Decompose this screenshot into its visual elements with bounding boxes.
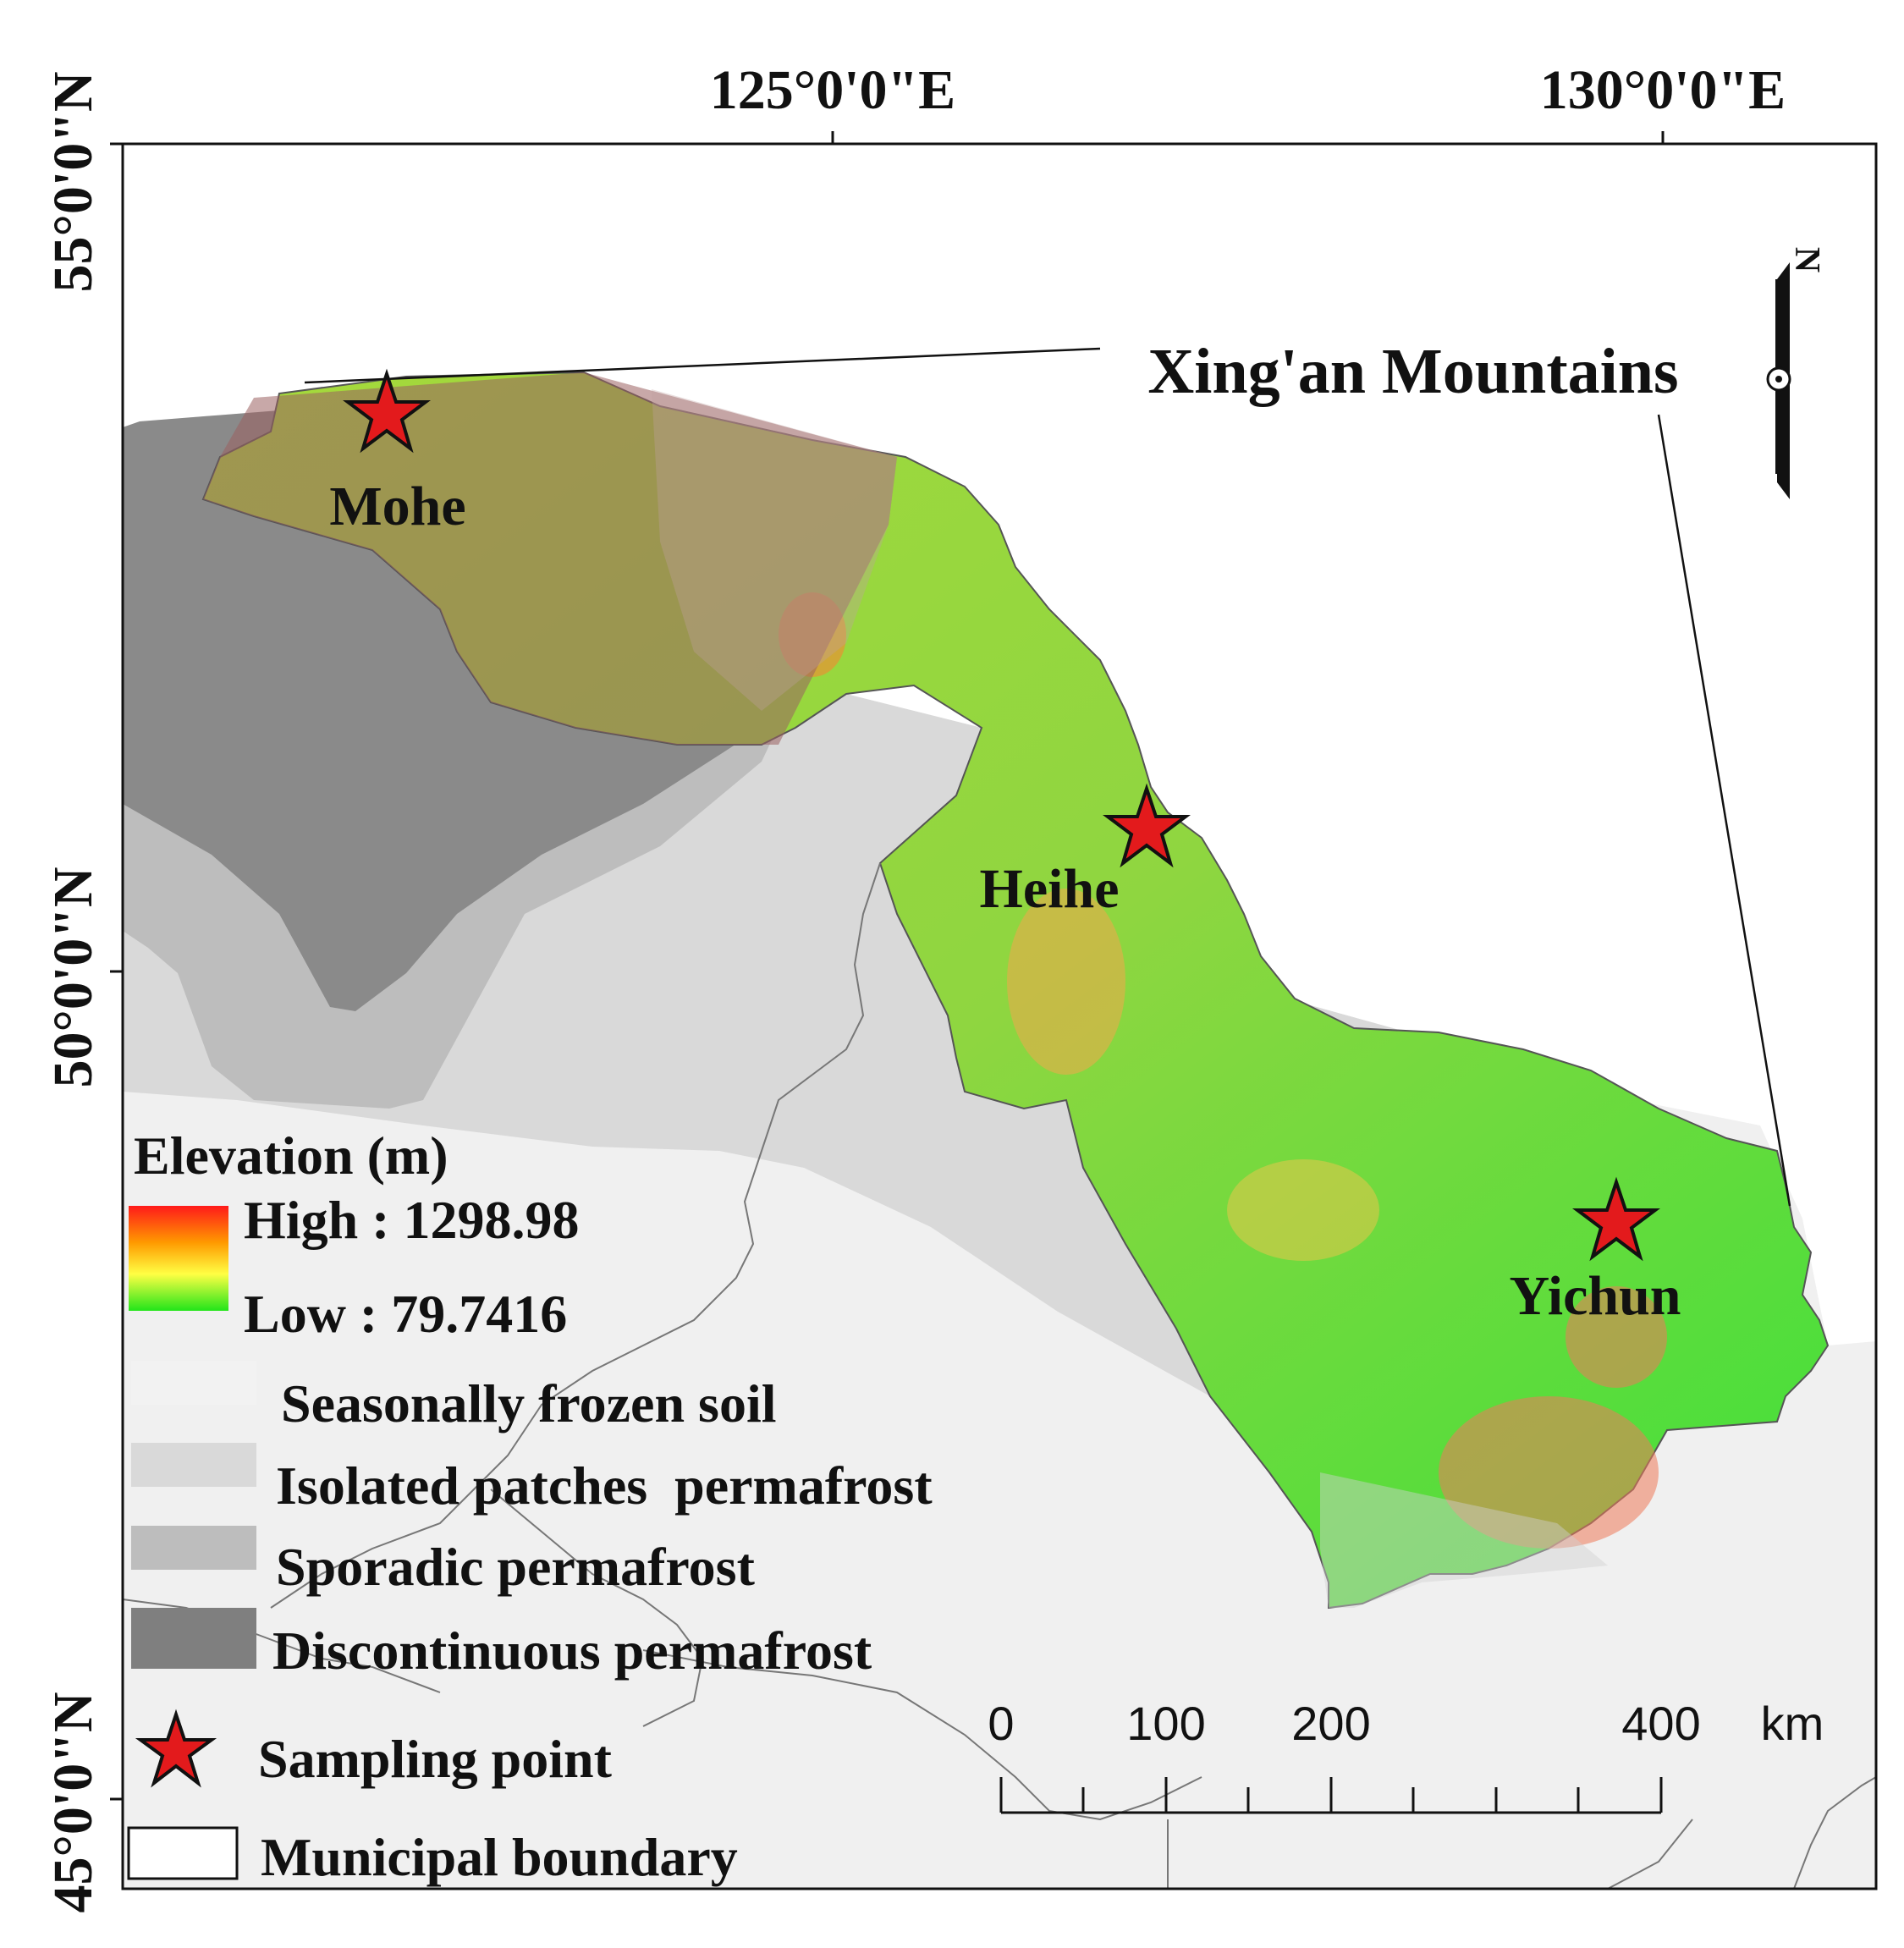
latitude-label-55: 55°0'0"N [42,71,104,292]
map-body [123,371,1876,1889]
legend-label-discontinuous: Discontinuous permafrost [272,1621,872,1681]
graticule-ticks [110,131,1665,1801]
star-icon [1103,783,1191,868]
sampling-label-yichun: Yichun [1510,1265,1681,1327]
sampling-label-heihe: Heihe [980,858,1120,920]
leader-lines [304,347,1791,1207]
longitude-label-130: 130°0'0"E [1540,59,1786,121]
legend-swatch-isolated [131,1443,256,1487]
legend-label-isolated: Isolated patches permafrost [276,1455,933,1516]
legend-label-sporadic: Sporadic permafrost [276,1537,756,1597]
map-frame [121,142,1878,1890]
legend-elevation-title: Elevation (m) [134,1125,448,1186]
legend-label-sampling: Sampling point [258,1729,613,1789]
latitude-label-50: 50°0'0"N [42,867,104,1087]
star-icon [1572,1176,1660,1262]
latitude-label-45: 45°0'0"N [42,1692,104,1912]
longitude-label-125: 125°0'0"E [710,59,955,121]
sporadic-overlay [652,389,897,711]
legend-swatch-boundary [127,1826,239,1880]
north-arrow-icon: N [1766,247,1826,499]
star-icon [343,368,431,454]
scale-label-100: 100 [1126,1697,1205,1750]
legend-swatch-discontinuous [131,1608,256,1669]
legend-elevation-low: Low : 79.7416 [244,1284,567,1344]
sampling-point-mohe: Mohe [329,368,466,537]
scale-label-400: 400 [1621,1697,1700,1750]
legend-swatch-sporadic [131,1526,256,1570]
sampling-point-yichun: Yichun [1510,1176,1681,1327]
legend-label-seasonal: Seasonally frozen soil [281,1373,777,1433]
legend-star-icon [135,1709,217,1788]
region-label: Xing'an Mountains [1147,336,1678,407]
legend-elevation-high: High : 1298.98 [244,1190,579,1250]
legend-swatch-seasonal [131,1361,256,1405]
sampling-point-heihe: Heihe [980,783,1191,920]
municipal-boundaries [123,862,1876,1889]
isolated-overlay [1320,1472,1608,1608]
discontinuous-overlay [203,372,897,745]
scale-label-200: 200 [1291,1697,1370,1750]
scale-label-0: 0 [988,1697,1014,1750]
legend-label-boundary: Municipal boundary [261,1827,738,1887]
north-arrow-letter: N [1787,247,1826,272]
sampling-label-mohe: Mohe [329,476,465,537]
legend: Elevation (m) High : 1298.98 Low : 79.74… [127,1125,933,1887]
scale-bar: 0 100 200 400 km [988,1697,1824,1814]
scale-unit: km [1761,1697,1824,1750]
legend-elevation-swatch [129,1206,228,1311]
